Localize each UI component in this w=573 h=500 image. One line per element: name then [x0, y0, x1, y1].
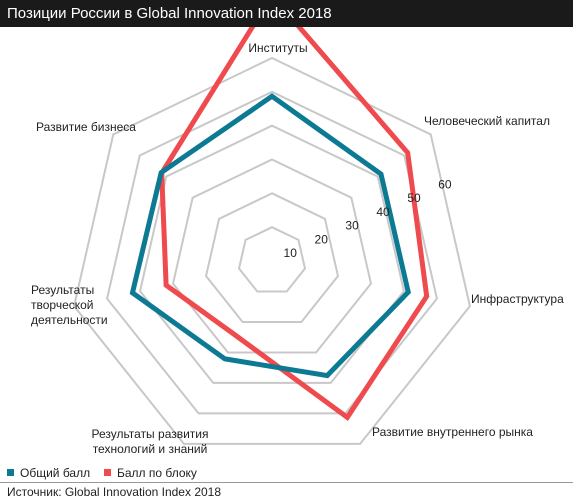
- legend-item-total: Общий балл: [7, 466, 90, 480]
- title-bar: Позиции России в Global Innovation Index…: [0, 0, 573, 27]
- legend: Общий балл Балл по блоку: [0, 464, 573, 482]
- source-note: Источник: Global Innovation Index 2018: [7, 485, 222, 499]
- series-total-score: [129, 93, 411, 379]
- axis-label-7: Развитие бизнеса: [36, 120, 136, 134]
- axis-label-4: Развитие внутреннего рынка: [372, 425, 533, 439]
- axis-labels: Институты Человеческий капитал Инфраструкт…: [31, 41, 564, 456]
- axis-label-3: Инфраструктура: [471, 292, 564, 306]
- legend-label-block: Балл по блоку: [117, 466, 197, 480]
- grid-ring-30: [171, 158, 373, 354]
- source-divider: [0, 482, 573, 483]
- grid-ring-60: [73, 56, 471, 445]
- series-layer: [129, 27, 430, 421]
- axis-label-2: Человеческий капитал: [424, 114, 550, 128]
- chart-title: Позиции России в Global Innovation Index…: [7, 5, 332, 22]
- series-block-score: [159, 27, 430, 421]
- tick-label-10: 10: [284, 246, 298, 260]
- axis-label-5: Результаты развития технологий и знаний: [91, 427, 208, 456]
- tick-label-50: 50: [407, 191, 421, 205]
- legend-item-block: Балл по блоку: [104, 466, 197, 480]
- tick-label-40: 40: [376, 205, 390, 219]
- tick-labels: 10 20 30 40 50 60: [284, 178, 452, 260]
- legend-swatch-total: [7, 469, 14, 476]
- grid-ring-20: [204, 192, 340, 323]
- legend-label-total: Общий балл: [20, 466, 91, 480]
- axis-label-6: Результаты творческой деятельности: [31, 283, 108, 327]
- tick-label-30: 30: [345, 219, 359, 233]
- grid-ring-10: [237, 226, 307, 293]
- radar-grid: [73, 56, 471, 445]
- tick-label-20: 20: [315, 232, 329, 246]
- radar-chart: 10 20 30 40 50 60 Институты Человеческий капит…: [31, 27, 564, 456]
- tick-label-60: 60: [438, 178, 452, 192]
- legend-swatch-block: [104, 469, 111, 476]
- axis-label-1: Институты: [248, 41, 307, 55]
